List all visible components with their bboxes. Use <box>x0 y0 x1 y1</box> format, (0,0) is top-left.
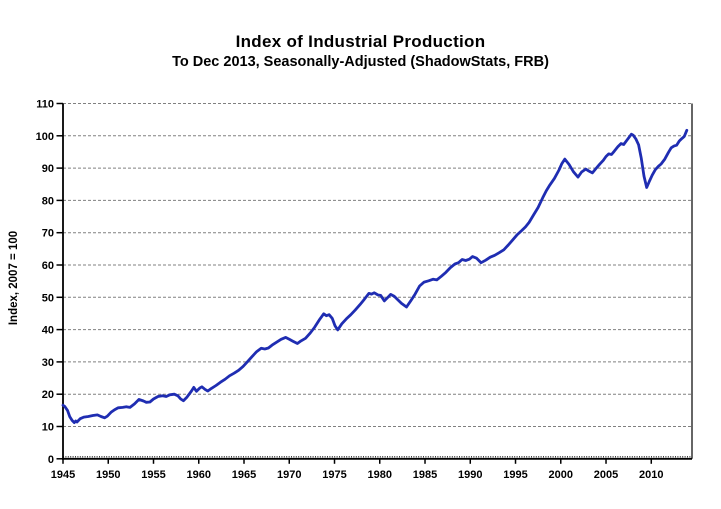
x-tick-label: 1950 <box>96 469 120 481</box>
y-tick-label: 10 <box>42 422 54 434</box>
x-tick-label: 1995 <box>503 469 527 481</box>
x-tick-label: 1945 <box>51 469 75 481</box>
y-tick-label: 90 <box>42 163 54 175</box>
x-tick-label: 1985 <box>413 469 437 481</box>
y-tick-label: 60 <box>42 260 54 272</box>
y-tick-label: 20 <box>42 389 54 401</box>
y-tick-label: 30 <box>42 357 54 369</box>
x-tick-label: 1970 <box>277 469 301 481</box>
y-tick-label: 40 <box>42 325 54 337</box>
data-line <box>61 128 689 424</box>
x-tick-label: 2010 <box>639 469 663 481</box>
y-tick-label: 100 <box>36 131 54 143</box>
x-tick-label: 2000 <box>549 469 573 481</box>
y-tick-label: 50 <box>42 292 54 304</box>
x-tick-label: 1965 <box>232 469 256 481</box>
x-tick-label: 1980 <box>368 469 392 481</box>
y-tick-label: 80 <box>42 195 54 207</box>
chart-subtitle: To Dec 2013, Seasonally-Adjusted (Shadow… <box>172 54 549 70</box>
y-tick-label: 70 <box>42 228 54 240</box>
x-tick-label: 1990 <box>458 469 482 481</box>
x-tick-label: 2005 <box>594 469 618 481</box>
x-tick-label: 1955 <box>141 469 165 481</box>
y-tick-label: 0 <box>48 454 54 466</box>
x-tick-label: 1960 <box>187 469 211 481</box>
chart-title: Index of Industrial Production <box>235 32 486 51</box>
y-tick-label: 110 <box>36 99 54 111</box>
x-tick-label: 1975 <box>322 469 346 481</box>
